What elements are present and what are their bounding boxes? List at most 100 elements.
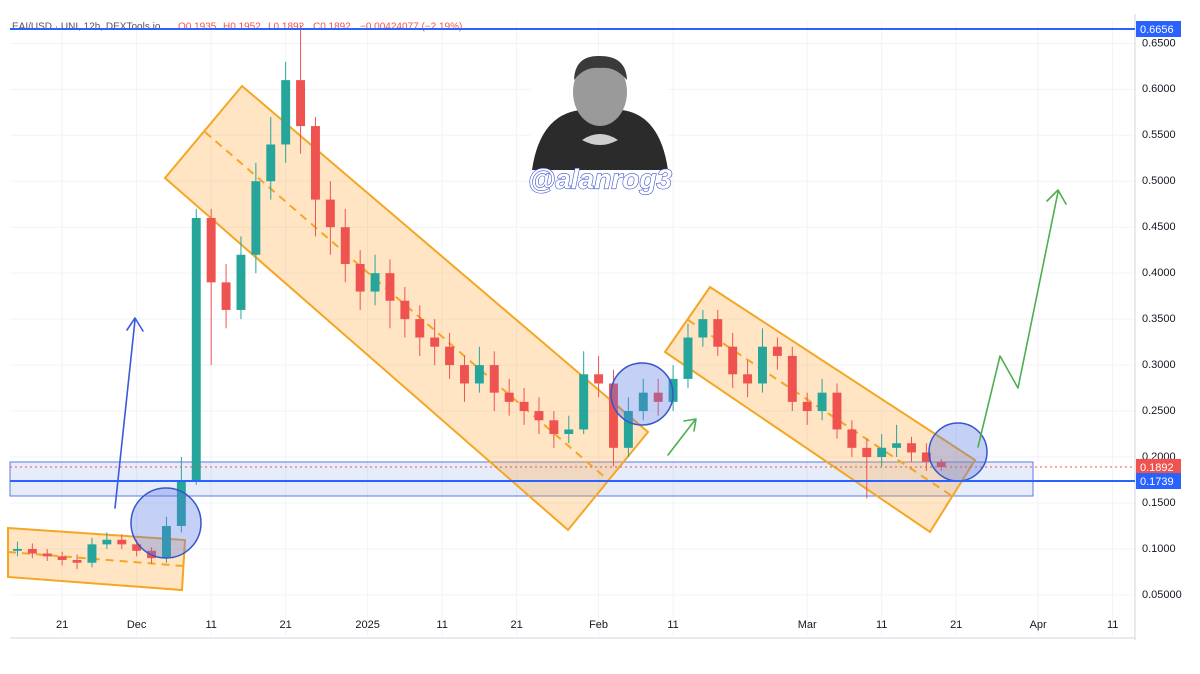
candle-body [489,365,499,393]
y-tick-label: 0.5000 [1142,175,1176,187]
candle-body [728,346,738,375]
price-tag [1136,473,1181,490]
candle-body [758,346,767,384]
candle-body [862,447,872,458]
candle-body [921,452,931,462]
x-tick-label: 11 [1107,619,1118,631]
candle-body [415,319,425,338]
x-tick-label: Apr [1030,619,1047,631]
candle-body [519,401,529,412]
candle-body [564,429,574,435]
candle-body [638,392,648,412]
candle-body [802,401,812,412]
candle-body [42,553,52,557]
candle-body [460,365,469,384]
candle-body [221,282,231,310]
x-tick-label: Dec [127,619,147,631]
candle-body [907,443,916,453]
candle-body [579,374,589,430]
price-tag-label: 0.6656 [1140,24,1174,36]
candle-body [713,319,723,347]
candle-body [72,559,82,563]
candle-body [296,80,306,127]
candle-body [176,480,186,526]
price-tag-label: 0.1892 [1140,462,1174,474]
y-tick-label: 0.1000 [1142,543,1176,555]
candle-body [877,447,887,458]
candle-body [102,539,112,545]
candle-body [772,346,782,356]
ohlc-close: C0.1892 [313,22,351,33]
candles [12,24,946,570]
candle-body [161,525,171,559]
x-tick-label: 21 [510,619,522,631]
highlight-circle [610,362,674,426]
ohlc-open: O0.1935 [178,22,217,33]
candle-body [281,80,291,145]
x-tick-label: 11 [436,619,447,631]
header: EAI/USD · UNI, 12h, DEXTools.io O0.1935 … [12,22,462,33]
candle-body [385,273,395,301]
candle-body [236,254,246,310]
candle-body [609,383,618,448]
candle-body [355,263,365,292]
candle-body [936,461,946,468]
candle-body [594,374,604,384]
candle-body [206,218,216,283]
highlight-circle [130,487,202,559]
candle-body [12,548,22,551]
candle-body [266,144,276,182]
candle-body [817,392,827,412]
candle-body [310,126,320,200]
y-tick-label: 0.3000 [1142,359,1176,371]
candle-body [683,337,693,379]
y-tick-label: 0.6500 [1142,37,1176,49]
y-tick-label: 0.2500 [1142,405,1176,417]
x-tick-label: Feb [589,619,608,631]
symbol: EAI/USD · UNI, 12h, DEXTools.io [12,22,161,33]
y-tick-label: 0.5500 [1142,129,1176,141]
candle-body [549,420,559,435]
candle-body [370,273,380,292]
candle-body [445,346,455,366]
watermark: @alanrog3 [528,163,672,194]
candle-body [57,556,67,560]
y-tick-label: 0.1500 [1142,497,1176,509]
y-tick-label: 0.4000 [1142,267,1176,279]
candle-body [832,392,842,430]
y-tick-label: 0.4500 [1142,221,1176,233]
candle-body [653,392,663,402]
candle-body [623,411,633,448]
candle-body [787,355,797,402]
arrow [977,189,1067,448]
portrait [530,55,668,170]
x-tick-label: 11 [667,619,678,631]
ohlc-low: L0.1892 [268,22,305,33]
price-tag-label: 0.1739 [1140,476,1174,488]
candle-body [743,374,753,384]
arrow [667,418,697,456]
x-tick-label: Mar [798,619,817,631]
candle-body [117,539,127,545]
candle-body [474,365,484,384]
y-tick-label: 0.3500 [1142,313,1176,325]
candle-body [504,392,514,402]
x-tick-label: 21 [280,619,292,631]
candle-body [340,227,350,264]
y-tick-label: 0.05000 [1142,589,1182,601]
x-tick-label: 11 [205,619,216,631]
change: −0.00424077 (−2.19%) [360,22,462,33]
candle-body [430,337,440,347]
ohlc-high: H0.1952 [223,22,261,33]
arrow [114,317,144,509]
highlight-circle [928,422,988,482]
candle-body [27,548,37,554]
price-tag [1136,21,1181,38]
x-tick-label: 21 [56,619,68,631]
candle-body [132,544,142,551]
x-tick-label: 21 [950,619,962,631]
price-tag [1136,458,1181,475]
candle-body [87,544,97,563]
x-tick-label: 2025 [355,619,379,631]
